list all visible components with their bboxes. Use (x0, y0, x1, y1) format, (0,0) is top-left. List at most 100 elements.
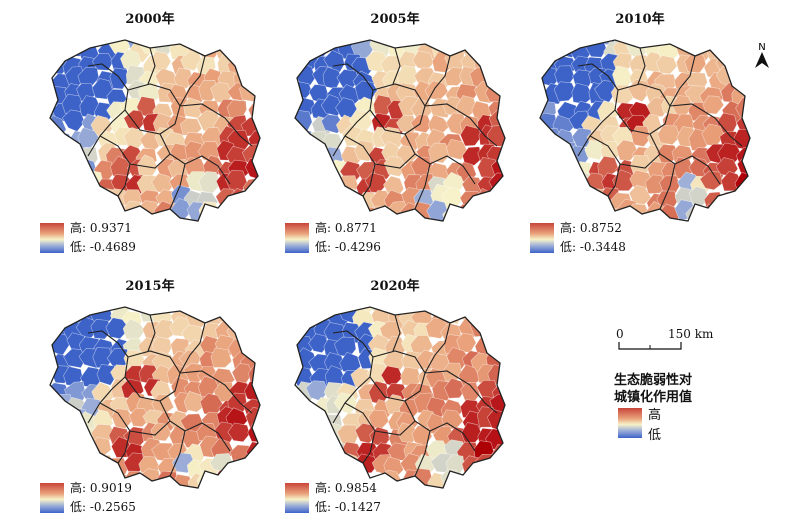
county-region (490, 333, 505, 356)
county-region (137, 40, 161, 46)
legend-low-value: 低: -0.4296 (315, 240, 381, 254)
county-region (50, 142, 58, 163)
county-region (50, 351, 57, 372)
county-region (540, 143, 546, 166)
county-region (470, 307, 494, 310)
county-region (50, 95, 52, 117)
prefecture-border (169, 430, 186, 477)
county-region (540, 140, 561, 162)
county-region (50, 317, 53, 338)
map-panel-2000: 2000年 高: 0.9371 低: -0.4689 (30, 8, 270, 258)
county-region (692, 26, 713, 40)
county-region (244, 186, 260, 208)
county-region (64, 158, 89, 178)
county-region (50, 459, 60, 481)
county-region (541, 40, 564, 59)
county-region (295, 109, 313, 133)
county-region (50, 139, 73, 160)
county-region (738, 40, 750, 42)
county-region (540, 127, 542, 149)
legend-high-value: 高: 0.9371 (70, 221, 132, 235)
county-region (50, 406, 61, 430)
county-region (472, 307, 496, 326)
county-region (139, 307, 162, 310)
county-region (167, 40, 190, 45)
county-region (295, 138, 312, 161)
county-region (295, 381, 298, 403)
county-region (296, 453, 319, 473)
county-region (485, 307, 505, 325)
prefecture-border (637, 47, 646, 85)
county-region (295, 128, 297, 150)
county-region (295, 307, 312, 308)
county-region (61, 427, 83, 448)
prefecture-border (179, 103, 253, 147)
prefecture-border (332, 63, 374, 157)
legend-title-line2: 城镇化作用值 (614, 390, 693, 405)
county-region (50, 155, 58, 176)
county-region (540, 97, 543, 119)
prefecture-border (619, 153, 661, 169)
legend-gradient-bar (40, 483, 64, 513)
legend-high-value: 高: 0.9019 (70, 481, 132, 495)
legend-high-value: 高: 0.9854 (315, 481, 377, 495)
county-region (443, 67, 466, 86)
prefecture-border (392, 47, 401, 85)
county-region (50, 456, 69, 478)
panel-title: 2005年 (370, 12, 420, 27)
map-panel-2020: 2020年 高: 0.9854 低: -0.1427 (275, 275, 515, 525)
county-region (50, 440, 68, 463)
county-region (673, 40, 696, 43)
county-region (153, 307, 176, 308)
county-region (308, 26, 328, 40)
county-region (631, 125, 651, 147)
county-region (91, 52, 114, 71)
county-region (553, 81, 577, 102)
county-region (295, 81, 313, 101)
county-region (615, 139, 639, 162)
county-region (334, 175, 359, 196)
county-region (556, 155, 580, 178)
prefecture-border (147, 314, 156, 352)
county-region (305, 459, 329, 480)
prefecture-border (424, 103, 498, 147)
county-region (554, 40, 576, 49)
county-region (51, 131, 76, 152)
county-region (233, 470, 256, 488)
prefecture-border (577, 63, 619, 157)
choropleth-map (294, 306, 506, 489)
legend-low-value: 低: -0.1427 (315, 500, 381, 514)
county-region (429, 307, 451, 310)
scale-zero-label: 0 (616, 327, 624, 341)
county-region (295, 322, 300, 342)
county-region (295, 72, 297, 93)
county-region (295, 189, 316, 211)
prefecture-border (369, 83, 426, 135)
prefecture-border (424, 322, 451, 374)
county-region (156, 470, 178, 488)
county-region (50, 338, 52, 361)
county-region (540, 192, 547, 214)
prefecture-border (87, 330, 129, 424)
county-region (295, 307, 313, 323)
county-region (443, 40, 465, 43)
province-outline (294, 39, 506, 222)
county-region (246, 40, 260, 61)
prefecture-border (404, 133, 476, 185)
county-region (487, 40, 505, 60)
county-region (50, 407, 73, 430)
county-region (629, 40, 650, 48)
map-panel-2010: 2010年 高: 0.8752 低: -0.3448 (520, 8, 760, 258)
county-region (66, 440, 90, 463)
county-region (486, 53, 505, 77)
county-region (50, 307, 56, 328)
county-region (721, 200, 746, 221)
prefecture-border (414, 163, 431, 210)
county-region (297, 159, 321, 183)
county-region (295, 40, 318, 47)
county-region (307, 191, 329, 214)
county-region (217, 204, 239, 221)
county-region (337, 187, 361, 210)
county-region (231, 201, 255, 221)
county-region (337, 40, 359, 44)
